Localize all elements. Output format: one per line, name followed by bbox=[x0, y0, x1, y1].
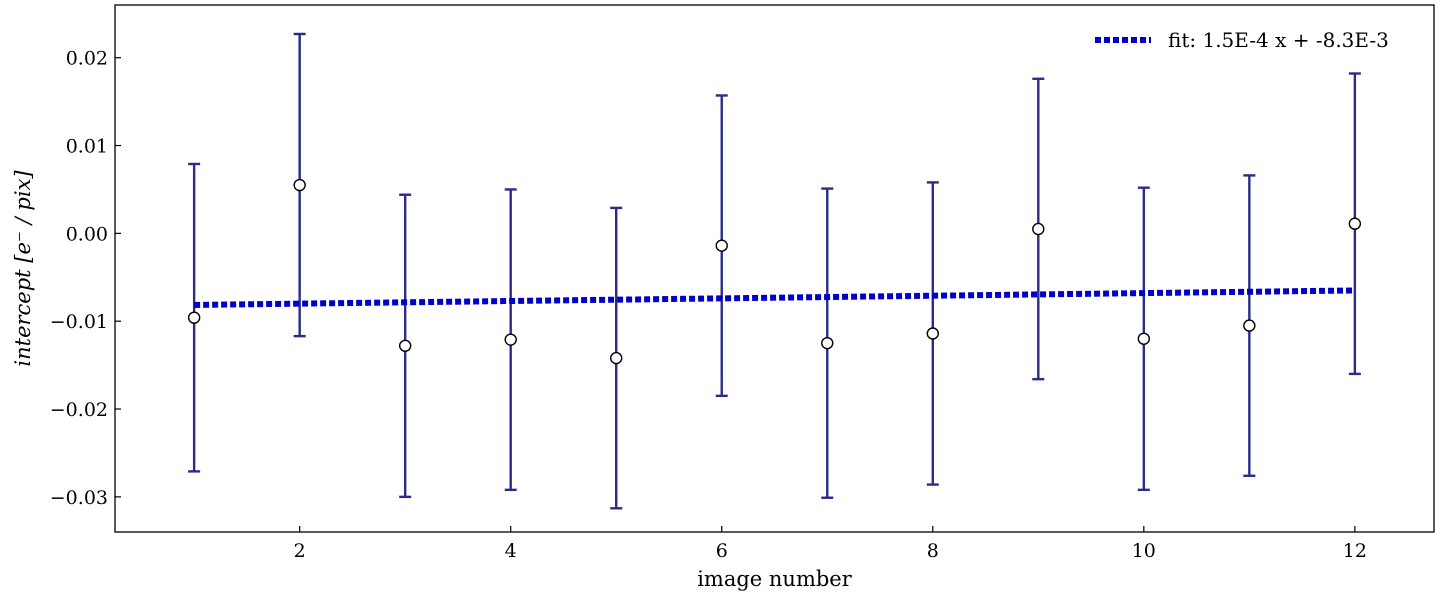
x-tick-label: 8 bbox=[927, 540, 939, 562]
y-tick-label: −0.01 bbox=[50, 311, 108, 333]
data-point bbox=[715, 239, 728, 252]
legend: fit: 1.5E-4 x + -8.3E-3 bbox=[1095, 28, 1389, 52]
x-tick-label: 10 bbox=[1132, 540, 1156, 562]
data-point bbox=[398, 339, 412, 352]
x-tick-label: 2 bbox=[294, 540, 306, 562]
y-tick-label: −0.02 bbox=[50, 399, 108, 421]
data-point bbox=[1137, 332, 1151, 345]
data-point bbox=[1243, 319, 1256, 332]
x-tick-label: 6 bbox=[716, 540, 728, 562]
fit-line bbox=[194, 287, 1355, 308]
data-point bbox=[821, 336, 834, 350]
y-tick-label: 0.02 bbox=[66, 48, 108, 70]
marker-group bbox=[187, 178, 1362, 365]
data-point bbox=[187, 311, 201, 324]
y-tick-label: −0.03 bbox=[50, 487, 108, 509]
fit-line-group bbox=[194, 287, 1355, 308]
y-tick-label: 0.00 bbox=[66, 223, 108, 245]
y-axis-label: intercept [e⁻ / pix] bbox=[11, 170, 35, 367]
legend-label: fit: 1.5E-4 x + -8.3E-3 bbox=[1168, 28, 1389, 52]
plot-frame bbox=[114, 4, 1435, 533]
data-point bbox=[926, 327, 939, 340]
x-axis-label: image number bbox=[697, 567, 853, 591]
x-tick-label: 4 bbox=[505, 540, 517, 562]
data-point bbox=[504, 333, 517, 346]
x-tick-label: 12 bbox=[1343, 540, 1367, 562]
data-point bbox=[293, 178, 306, 192]
y-tick-label: 0.01 bbox=[66, 136, 108, 158]
x-ticks: 2 4 6 8 10 12 bbox=[294, 526, 1367, 562]
data-point bbox=[610, 351, 623, 365]
y-ticks: −0.03 −0.02 −0.01 0.00 0.01 0.02 bbox=[50, 48, 121, 509]
errorbar-group bbox=[188, 32, 1361, 510]
data-point bbox=[1032, 222, 1045, 236]
data-point bbox=[1348, 217, 1362, 230]
